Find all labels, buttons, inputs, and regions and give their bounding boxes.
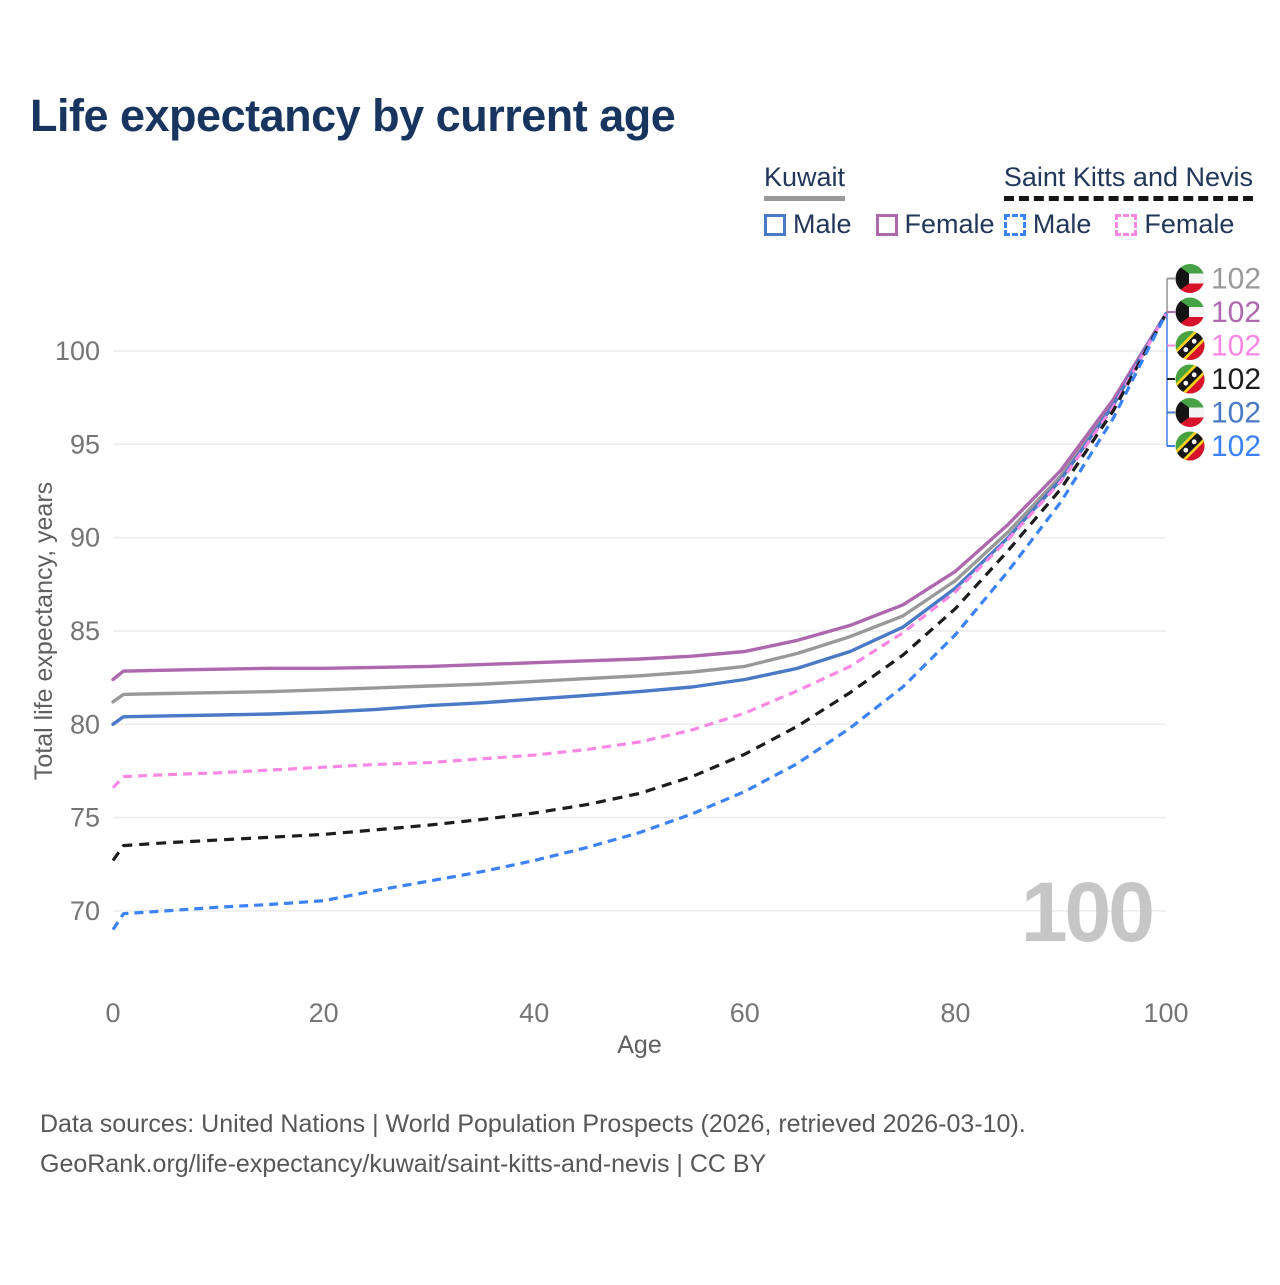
legend-country-saint-kitts-nevis[interactable]: Saint Kitts and Nevis [1003, 162, 1253, 201]
kuwait-male-swatch-icon [764, 213, 786, 236]
page-title: Life expectancy by current age [30, 90, 676, 141]
end-value-kuwait-male: 102 [1211, 397, 1261, 430]
x-tick-label: 80 [940, 998, 970, 1028]
y-tick-label: 75 [70, 803, 100, 833]
legend-country-kuwait[interactable]: Kuwait [764, 162, 846, 201]
line-kuwait-female[interactable] [111, 312, 1168, 682]
x-tick-label: 0 [105, 998, 120, 1028]
saint-kitts-nevis-flag-icon [1175, 431, 1205, 461]
y-tick-label: 100 [55, 336, 100, 366]
y-tick-label: 85 [70, 616, 100, 646]
end-value-saint-kitts-nevis-male: 102 [1211, 430, 1261, 463]
legend-label-kuwait-female: Female [904, 209, 995, 239]
y-tick-label: 80 [70, 709, 100, 739]
y-tick-label: 95 [70, 429, 100, 459]
end-value-kuwait-all: 102 [1211, 263, 1261, 296]
line-saint-kitts-nevis-female[interactable] [111, 312, 1168, 789]
skn-female-swatch-icon [1115, 213, 1138, 236]
line-kuwait-all[interactable] [111, 312, 1168, 704]
kuwait-female-swatch-icon [875, 213, 898, 236]
line-saint-kitts-nevis-all[interactable] [111, 312, 1168, 862]
y-tick-label: 90 [70, 523, 100, 553]
x-tick-label: 40 [519, 998, 549, 1028]
x-tick-label: 100 [1143, 998, 1188, 1028]
legend-item-skn-female[interactable]: Female [1115, 209, 1234, 240]
age-watermark: 100 [1021, 865, 1152, 959]
legend-label-skn-female: Female [1144, 209, 1235, 239]
attribution-link[interactable]: GeoRank.org/life-expectancy/kuwait/saint… [40, 1150, 767, 1178]
kuwait-flag-icon [1175, 297, 1205, 327]
x-tick-label: 20 [309, 998, 339, 1028]
end-value-saint-kitts-nevis-all: 102 [1211, 363, 1261, 396]
skn-male-swatch-icon [1003, 213, 1026, 236]
y-axis-title: Total life expectancy, years [30, 482, 58, 780]
legend-item-kuwait-female[interactable]: Female [875, 209, 995, 240]
legend-item-kuwait-male[interactable]: Male [764, 209, 852, 240]
y-tick-label: 70 [70, 896, 100, 926]
legend-group-saint-kitts-nevis: Saint Kitts and Nevis Male Female [1003, 162, 1253, 240]
legend-label-skn-male: Male [1032, 209, 1092, 239]
line-saint-kitts-nevis-male[interactable] [111, 312, 1168, 931]
kuwait-flag-icon [1175, 398, 1205, 427]
x-tick-label: 60 [730, 998, 760, 1028]
data-sources-text: Data sources: United Nations | World Pop… [40, 1110, 1026, 1138]
x-axis-title: Age [617, 1031, 661, 1059]
legend-group-kuwait: Kuwait Male Female [764, 162, 995, 240]
end-value-saint-kitts-nevis-female: 102 [1211, 330, 1261, 363]
footer: Data sources: United Nations | World Pop… [40, 1104, 1026, 1184]
saint-kitts-nevis-flag-icon [1175, 364, 1205, 394]
saint-kitts-nevis-flag-icon [1175, 331, 1205, 360]
legend-label-kuwait-male: Male [793, 209, 852, 239]
end-value-kuwait-female: 102 [1211, 296, 1261, 329]
legend-item-skn-male[interactable]: Male [1003, 209, 1092, 240]
kuwait-flag-icon [1175, 264, 1205, 293]
line-kuwait-male[interactable] [111, 312, 1168, 726]
